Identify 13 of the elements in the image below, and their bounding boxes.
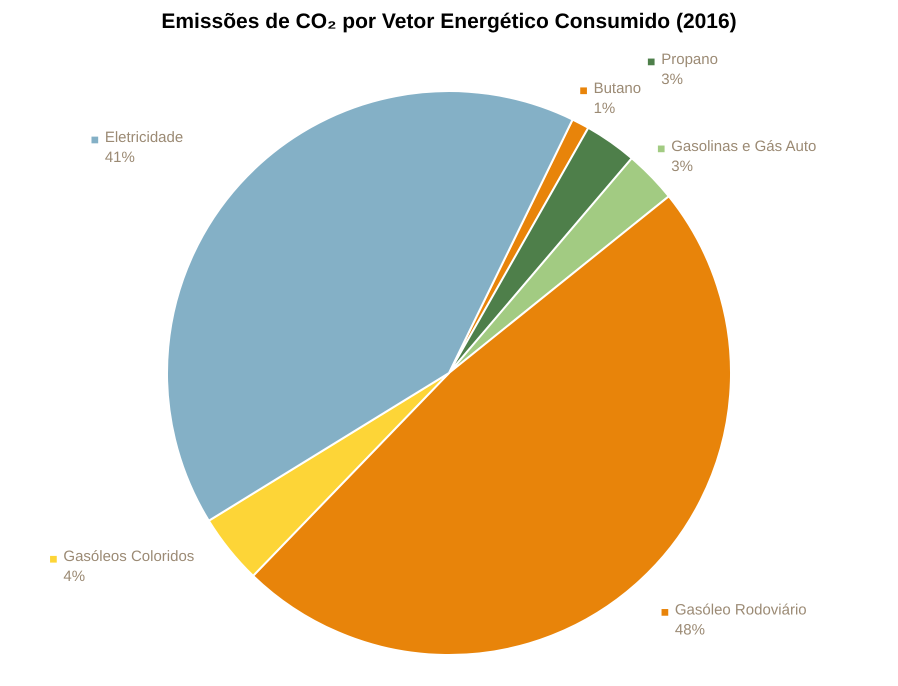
data-label: 3% <box>671 158 693 175</box>
legend-label: Propano <box>661 50 718 68</box>
data-label: 1% <box>594 100 616 117</box>
data-label: 4% <box>63 568 86 586</box>
chart-title: Emissões de CO₂ por Vetor Energético Consumido (2016) <box>161 10 737 33</box>
data-label: 48% <box>674 621 705 638</box>
legend-label: Gasóleos Coloridos <box>63 548 194 566</box>
data-label: 41% <box>104 148 135 166</box>
legend-label: Eletricidade <box>104 128 184 146</box>
legend-label: Gasolinas e Gás Auto <box>671 138 816 155</box>
legend-label: Butano <box>594 80 642 97</box>
data-label: 3% <box>661 70 683 88</box>
legend-label: Gasóleo Rodoviário <box>674 601 807 618</box>
